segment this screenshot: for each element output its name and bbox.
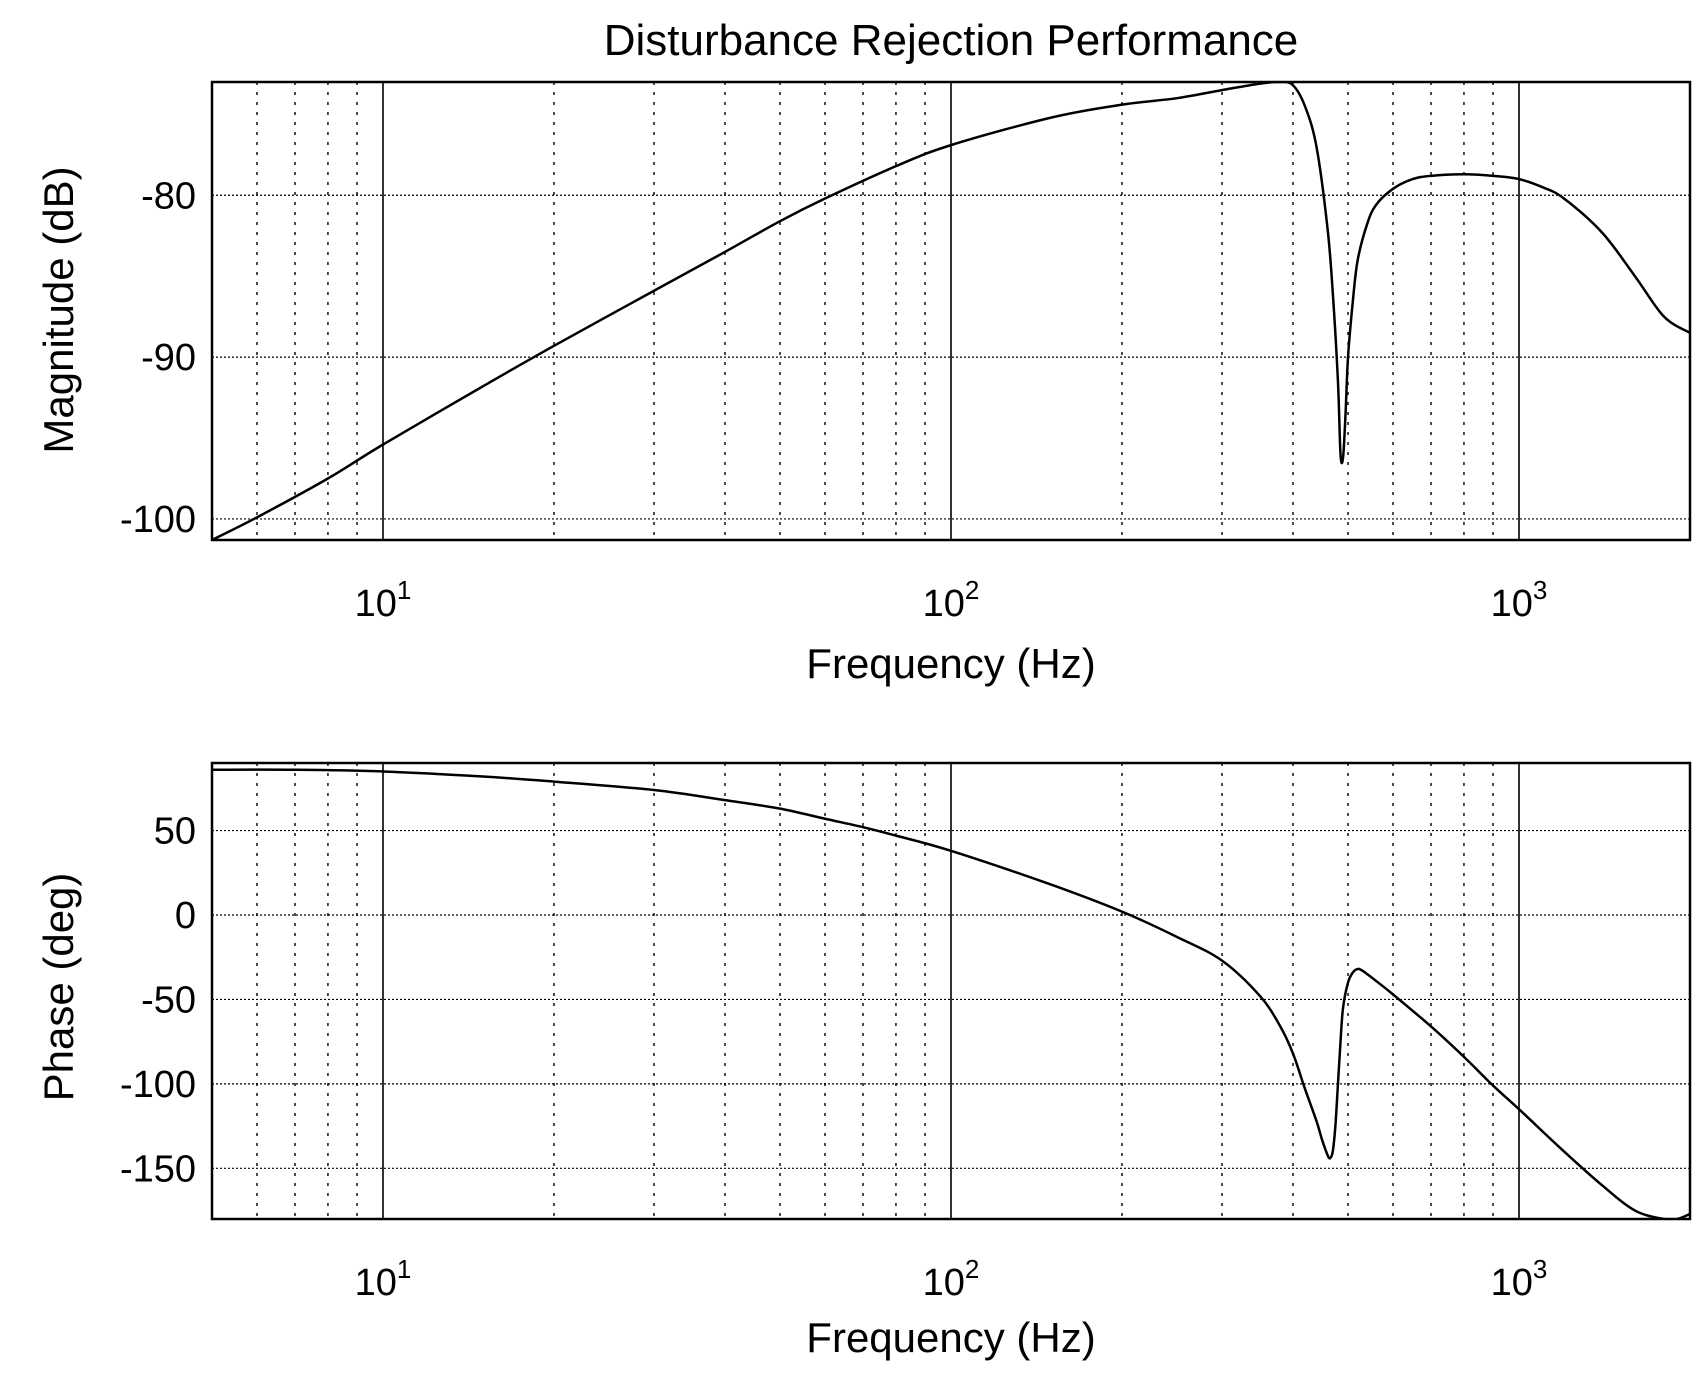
chart-title: Disturbance Rejection Performance: [604, 16, 1299, 65]
phase-x-tick-label: 103: [1491, 1254, 1548, 1304]
magnitude-y-tick-label: -100: [120, 499, 196, 541]
magnitude-curve: [212, 82, 1690, 540]
phase-curve: [212, 768, 1690, 1219]
phase-y-tick-label: -50: [141, 979, 196, 1021]
phase-plot-frame: [210, 761, 1692, 1221]
magnitude-plot: 101 102 103 -80 -90 -100 Frequency (Hz) Magn…: [35, 80, 1692, 687]
magnitude-x-tick-label: 101: [355, 575, 412, 625]
phase-y-tick-label: 0: [175, 895, 196, 937]
phase-x-tick-label: 101: [355, 1254, 412, 1304]
magnitude-plot-frame: [210, 80, 1692, 542]
phase-y-tick-label: -150: [120, 1148, 196, 1190]
phase-x-tick-label: 102: [923, 1254, 980, 1304]
magnitude-x-axis-label: Frequency (Hz): [806, 640, 1095, 687]
phase-plot: 101 102 103 500-50-100-150 Frequency (Hz) …: [35, 761, 1692, 1361]
magnitude-y-tick-label: -90: [141, 337, 196, 379]
phase-y-tick-label: -100: [120, 1064, 196, 1106]
magnitude-x-tick-label: 102: [923, 575, 980, 625]
phase-y-tick-label: 50: [154, 811, 196, 853]
magnitude-x-tick-label: 103: [1491, 575, 1548, 625]
magnitude-y-tick-label: -80: [141, 175, 196, 217]
magnitude-y-axis-label: Magnitude (dB): [35, 166, 82, 453]
phase-y-axis-label: Phase (deg): [35, 873, 82, 1102]
phase-x-axis-label: Frequency (Hz): [806, 1314, 1095, 1361]
